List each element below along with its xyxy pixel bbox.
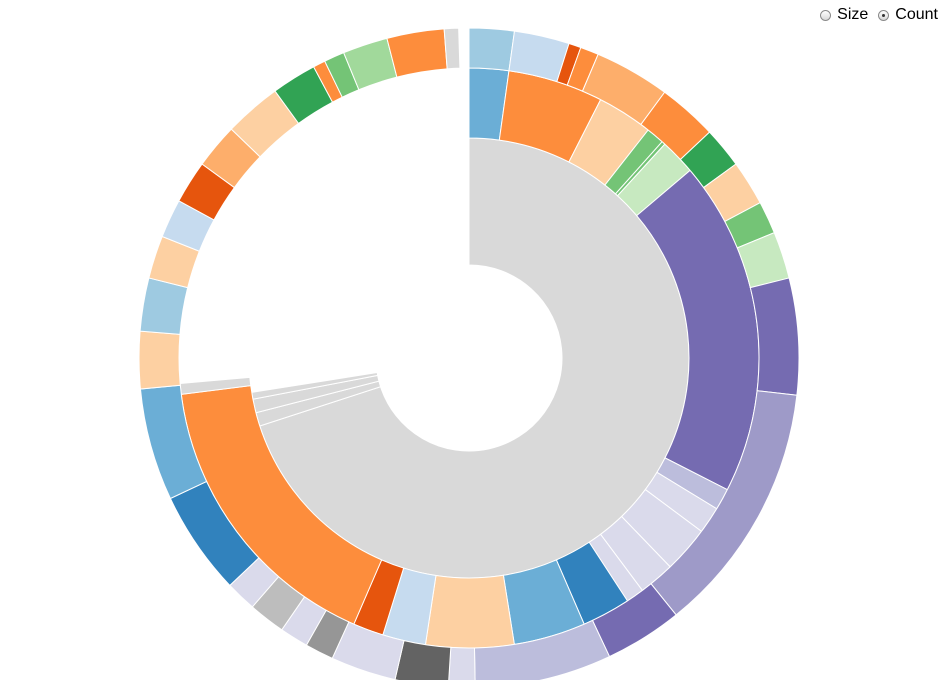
- ring-3-segment-14[interactable]: [448, 646, 476, 680]
- ring-3-segment-15[interactable]: [394, 640, 452, 680]
- ring-3-segment-34[interactable]: [386, 28, 448, 78]
- count-radio[interactable]: [878, 9, 890, 21]
- size-option[interactable]: Size: [820, 6, 868, 24]
- value-mode-controls: Size Count: [810, 6, 938, 24]
- ring-3-segment-24[interactable]: [139, 277, 189, 335]
- size-radio[interactable]: [820, 9, 832, 21]
- ring-2-segment-14[interactable]: [424, 574, 515, 649]
- ring-3-segment-23[interactable]: [138, 330, 181, 390]
- ring-1-segment-0[interactable]: [259, 137, 690, 579]
- count-option[interactable]: Count: [878, 6, 938, 24]
- ring-3-segment-35[interactable]: [443, 27, 461, 70]
- size-label: Size: [837, 6, 869, 23]
- ring-3-segment-0[interactable]: [468, 27, 516, 72]
- count-label: Count: [895, 6, 938, 23]
